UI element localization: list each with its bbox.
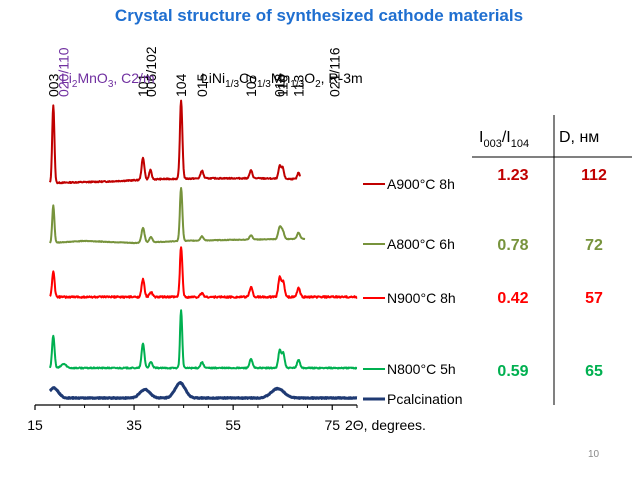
- x-tick-label-0: 15: [27, 417, 43, 433]
- legend-label-3: N800°C 5h: [387, 361, 456, 377]
- x-tick-label-2: 55: [225, 417, 241, 433]
- series-line-0: [48, 99, 301, 185]
- table-ratio-2: 0.42: [497, 290, 528, 307]
- table-size-2: 57: [585, 290, 603, 307]
- legend-label-4: Pcalcination: [387, 391, 463, 407]
- peak-label-10: 021/116: [327, 47, 343, 97]
- x-tick-label-1: 35: [126, 417, 142, 433]
- series-lines: [48, 99, 358, 400]
- table-header-ratio: I003/I104: [479, 129, 529, 150]
- peak-label-6: 107: [243, 73, 259, 97]
- slide-title: Crystal structure of synthesized cathode…: [114, 6, 524, 25]
- x-axis: 15 35 55 75: [27, 404, 358, 433]
- page-number: 10: [588, 449, 600, 460]
- legend-label-2: N900°C 8h: [387, 290, 456, 306]
- peak-label-4: 104: [173, 73, 189, 97]
- x-axis-label: 2Θ, degrees.: [345, 417, 426, 433]
- table-size-3: 65: [585, 363, 603, 380]
- phase-label-lnmc: LiNi1/3Co1/3Mn1/3O2, R-3m: [201, 70, 363, 90]
- peak-label-0: 003: [45, 73, 61, 97]
- phase-label-li2mno3: Li2MnO3, C2/m: [61, 70, 155, 90]
- table-ratio-3: 0.59: [497, 363, 528, 380]
- table-size-0: 112: [581, 167, 607, 184]
- peak-label-3: 006/102: [143, 46, 159, 97]
- table-ratio-1: 0.78: [497, 237, 528, 254]
- series-line-1: [49, 187, 306, 245]
- peak-label-7: 018: [272, 73, 288, 97]
- legend: A900°C 8h A800°C 6h N900°C 8h N800°C 5h Pcal…: [363, 176, 463, 407]
- x-tick-label-3: 75: [324, 417, 340, 433]
- peak-label-2: 101: [135, 73, 151, 97]
- table-size-1: 72: [585, 237, 603, 254]
- series-line-4: [48, 381, 358, 400]
- table-header-size: D, нм: [559, 129, 599, 146]
- phase-labels: Li2MnO3, C2/m LiNi1/3Co1/3Mn1/3O2, R-3m: [61, 70, 363, 90]
- table-ratio-0: 1.23: [497, 167, 528, 184]
- legend-label-0: A900°C 8h: [387, 176, 455, 192]
- series-line-3: [48, 309, 358, 370]
- peak-label-9: 113: [291, 74, 307, 97]
- series-line-2: [49, 246, 358, 299]
- data-table: I003/I104 D, нм 1.23 112 0.78 72 0.42 57 0.59 6…: [472, 115, 632, 405]
- legend-label-1: A800°C 6h: [387, 236, 455, 252]
- peak-label-1: 020/110: [56, 47, 72, 97]
- peak-label-8: 110: [275, 74, 291, 97]
- peak-label-5: 015: [194, 73, 210, 97]
